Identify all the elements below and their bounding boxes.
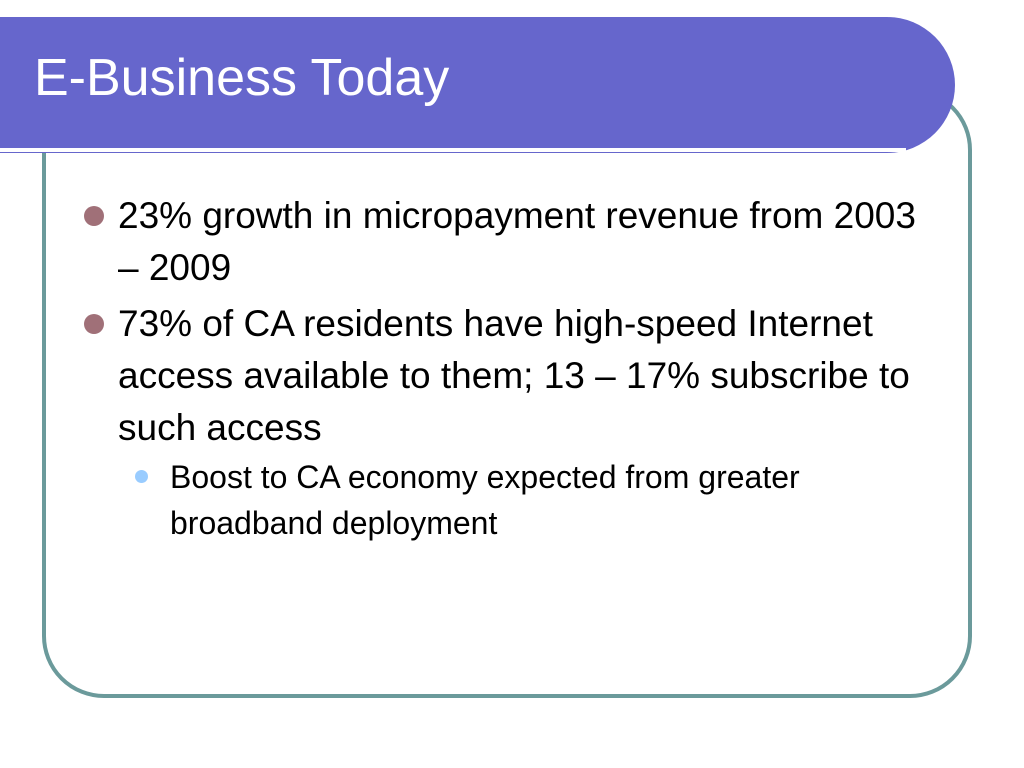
- bullet-list: 23% growth in micropayment revenue from …: [82, 190, 922, 550]
- sub-bullet-list: Boost to CA economy expected from greate…: [118, 454, 922, 546]
- bullet-text: 23% growth in micropayment revenue from …: [118, 195, 916, 288]
- content-frame: [42, 88, 972, 698]
- title-underline: [0, 148, 906, 152]
- bullet-item: 73% of CA residents have high-speed Inte…: [82, 298, 922, 546]
- sub-bullet-dot-icon: [135, 470, 148, 483]
- sub-bullet-text: Boost to CA economy expected from greate…: [170, 459, 800, 541]
- sub-bullet-item: Boost to CA economy expected from greate…: [126, 454, 922, 546]
- bullet-text: 73% of CA residents have high-speed Inte…: [118, 303, 910, 448]
- slide-title: E-Business Today: [34, 49, 450, 107]
- bullet-dot-icon: [84, 314, 104, 334]
- bullet-item: 23% growth in micropayment revenue from …: [82, 190, 922, 294]
- title-bar: [0, 17, 955, 153]
- bullet-dot-icon: [84, 206, 104, 226]
